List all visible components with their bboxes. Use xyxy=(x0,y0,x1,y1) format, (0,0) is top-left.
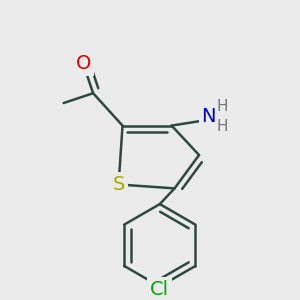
Text: H: H xyxy=(217,99,228,114)
Text: H: H xyxy=(217,119,228,134)
Text: Cl: Cl xyxy=(150,280,170,299)
Text: N: N xyxy=(202,107,216,126)
Text: S: S xyxy=(112,175,125,194)
Text: O: O xyxy=(76,54,91,73)
